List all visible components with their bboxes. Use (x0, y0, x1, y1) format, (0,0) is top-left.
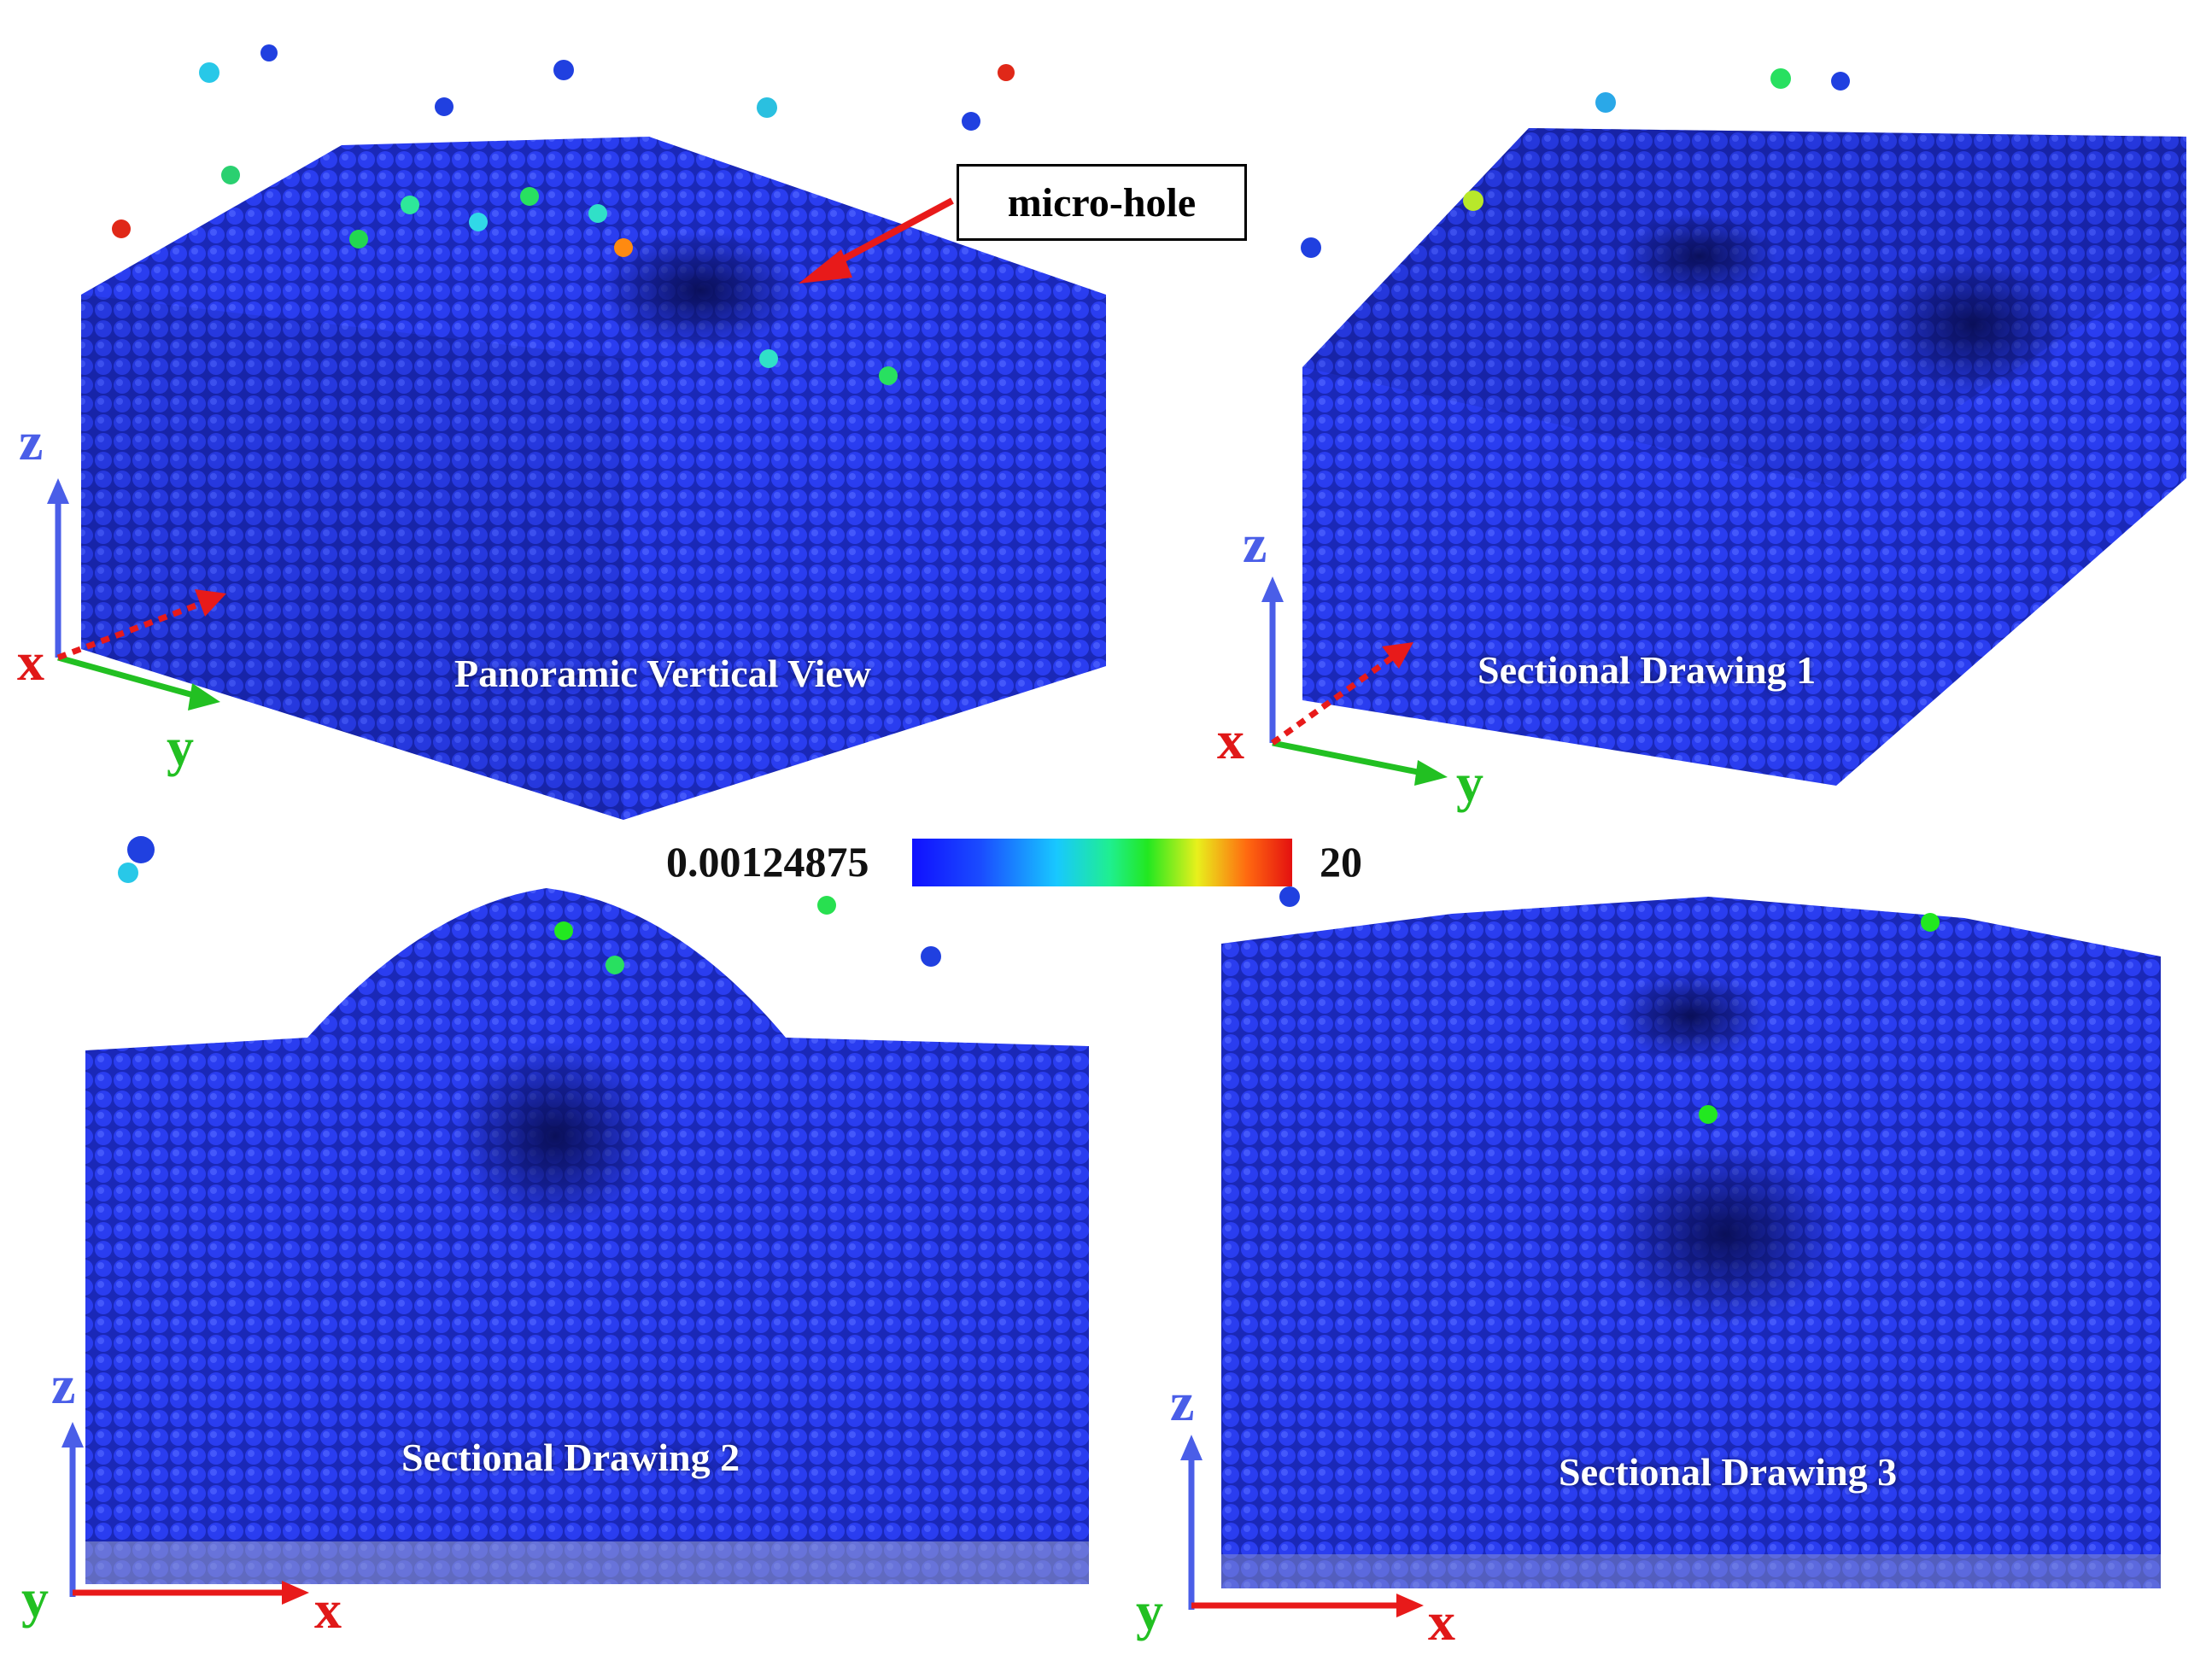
axis-label-x-panel-2: x (1217, 710, 1244, 770)
stray-atoms (112, 44, 1850, 967)
colorbar-min-label: 0.00124875 (666, 838, 869, 886)
panel-1-block (81, 137, 1106, 820)
axis-label-x-panel-4: x (1428, 1591, 1455, 1652)
axis-label-y-panel-1: y (167, 716, 194, 777)
panel-2-block (1302, 128, 2186, 786)
axis-label-z-panel-4: z (1170, 1371, 1195, 1432)
axis-label-x-panel-1: x (17, 631, 44, 692)
panel-3-block (85, 888, 1089, 1584)
panel-title-section-2: Sectional Drawing 2 (401, 1436, 740, 1479)
axis-label-z-panel-2: z (1243, 513, 1267, 574)
panel-title-section-1: Sectional Drawing 1 (1478, 648, 1817, 692)
axis-label-z-panel-3: z (51, 1354, 76, 1415)
axis-triad-panel-2 (1261, 576, 1448, 786)
colorbar-max-label: 20 (1320, 838, 1362, 886)
axis-triad-panel-1 (47, 478, 226, 711)
micro-hole-arrow (799, 197, 954, 284)
axis-label-y-panel-3: y (21, 1568, 49, 1629)
panel-title-section-3: Sectional Drawing 3 (1559, 1450, 1898, 1494)
panel-4-block (1221, 897, 2161, 1588)
colorbar (912, 839, 1292, 886)
micro-hole-callout: micro-hole (957, 164, 1247, 241)
axis-label-x-panel-3: x (314, 1579, 342, 1640)
axis-label-y-panel-2: y (1456, 752, 1483, 813)
axis-triad-panel-4 (1180, 1435, 1424, 1617)
panel-title-panoramic: Panoramic Vertical View (454, 652, 872, 695)
axis-label-z-panel-1: z (19, 411, 44, 471)
axis-label-y-panel-4: y (1136, 1581, 1163, 1641)
axis-triad-panel-3 (61, 1422, 309, 1605)
surface-highlights (349, 187, 1940, 1124)
